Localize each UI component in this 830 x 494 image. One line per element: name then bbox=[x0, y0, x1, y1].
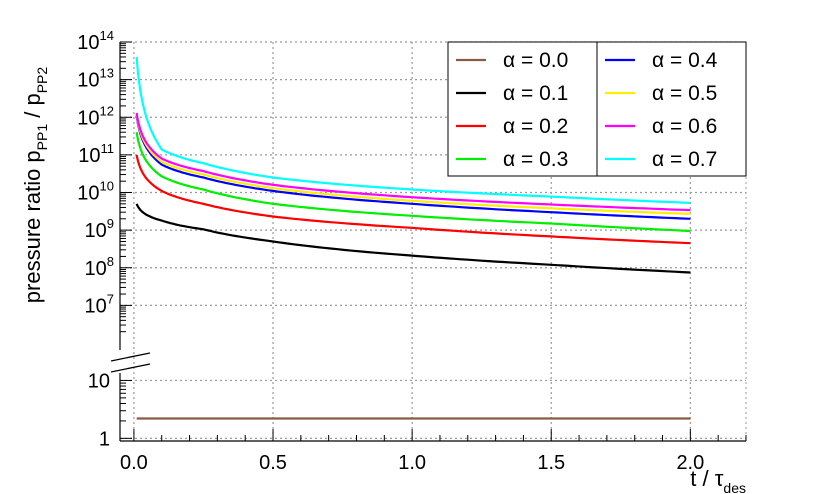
y-tick-label: 1010 bbox=[77, 179, 114, 205]
y-tick-label: 107 bbox=[85, 291, 114, 317]
series-line bbox=[135, 203, 691, 274]
series-line bbox=[135, 112, 691, 212]
axis-break-mark bbox=[110, 363, 151, 373]
y-tick-label: 1013 bbox=[77, 66, 114, 92]
x-axis-title: t / τdes bbox=[690, 466, 746, 494]
y-tick-label: 1011 bbox=[78, 141, 114, 167]
legend-label: α = 0.7 bbox=[652, 148, 717, 171]
y-axis-title-mid: / p bbox=[20, 93, 45, 124]
legend: α = 0.0 α = 0.1 α = 0.2 α = 0.3 α = 0.4 α = 0… bbox=[447, 41, 747, 177]
legend-label: α = 0.0 bbox=[503, 49, 568, 72]
tick-labels: 0.0 0.5 1.0 1.5 2.0 107 108 109 1010 1011 1012 1013… bbox=[77, 28, 704, 474]
series-line bbox=[135, 56, 691, 204]
legend-label: α = 0.5 bbox=[652, 82, 717, 105]
y-tick-label: 10 bbox=[88, 370, 110, 392]
y-axis-title-main: pressure ratio p bbox=[20, 150, 45, 303]
y-axis-title-sub1: PP1 bbox=[34, 124, 50, 151]
series-line bbox=[135, 132, 691, 233]
series-lines bbox=[135, 56, 691, 420]
legend-label: α = 0.3 bbox=[503, 148, 568, 171]
x-tick-label: 0.5 bbox=[259, 452, 287, 474]
x-tick-label: 1.0 bbox=[398, 452, 426, 474]
y-tick-label: 1012 bbox=[77, 103, 114, 129]
series-line bbox=[135, 114, 691, 215]
y-tick-label: 109 bbox=[85, 216, 114, 242]
y-axis-title: pressure ratio pPP1 / pPP2 bbox=[20, 67, 50, 304]
legend-label: α = 0.1 bbox=[503, 82, 568, 105]
axis-break-mark bbox=[110, 352, 151, 362]
x-axis-title-sub: des bbox=[723, 480, 746, 494]
legend-label: α = 0.2 bbox=[503, 115, 568, 138]
axis-break-marks bbox=[110, 352, 151, 373]
series-line bbox=[135, 154, 691, 245]
y-tick-label: 108 bbox=[85, 254, 114, 280]
axis-ticks bbox=[120, 41, 747, 441]
x-tick-label: 2.0 bbox=[676, 452, 704, 474]
y-tick-label: 1 bbox=[99, 428, 110, 450]
y-axis-title-sub2: PP2 bbox=[34, 67, 50, 94]
legend-label: α = 0.6 bbox=[652, 115, 717, 138]
x-axis-title-main: t / τ bbox=[690, 466, 723, 491]
x-tick-label: 1.5 bbox=[537, 452, 565, 474]
x-tick-label: 0.0 bbox=[120, 452, 148, 474]
legend-label: α = 0.4 bbox=[652, 49, 718, 72]
y-tick-label: 1014 bbox=[77, 28, 114, 54]
series-line bbox=[135, 115, 691, 220]
